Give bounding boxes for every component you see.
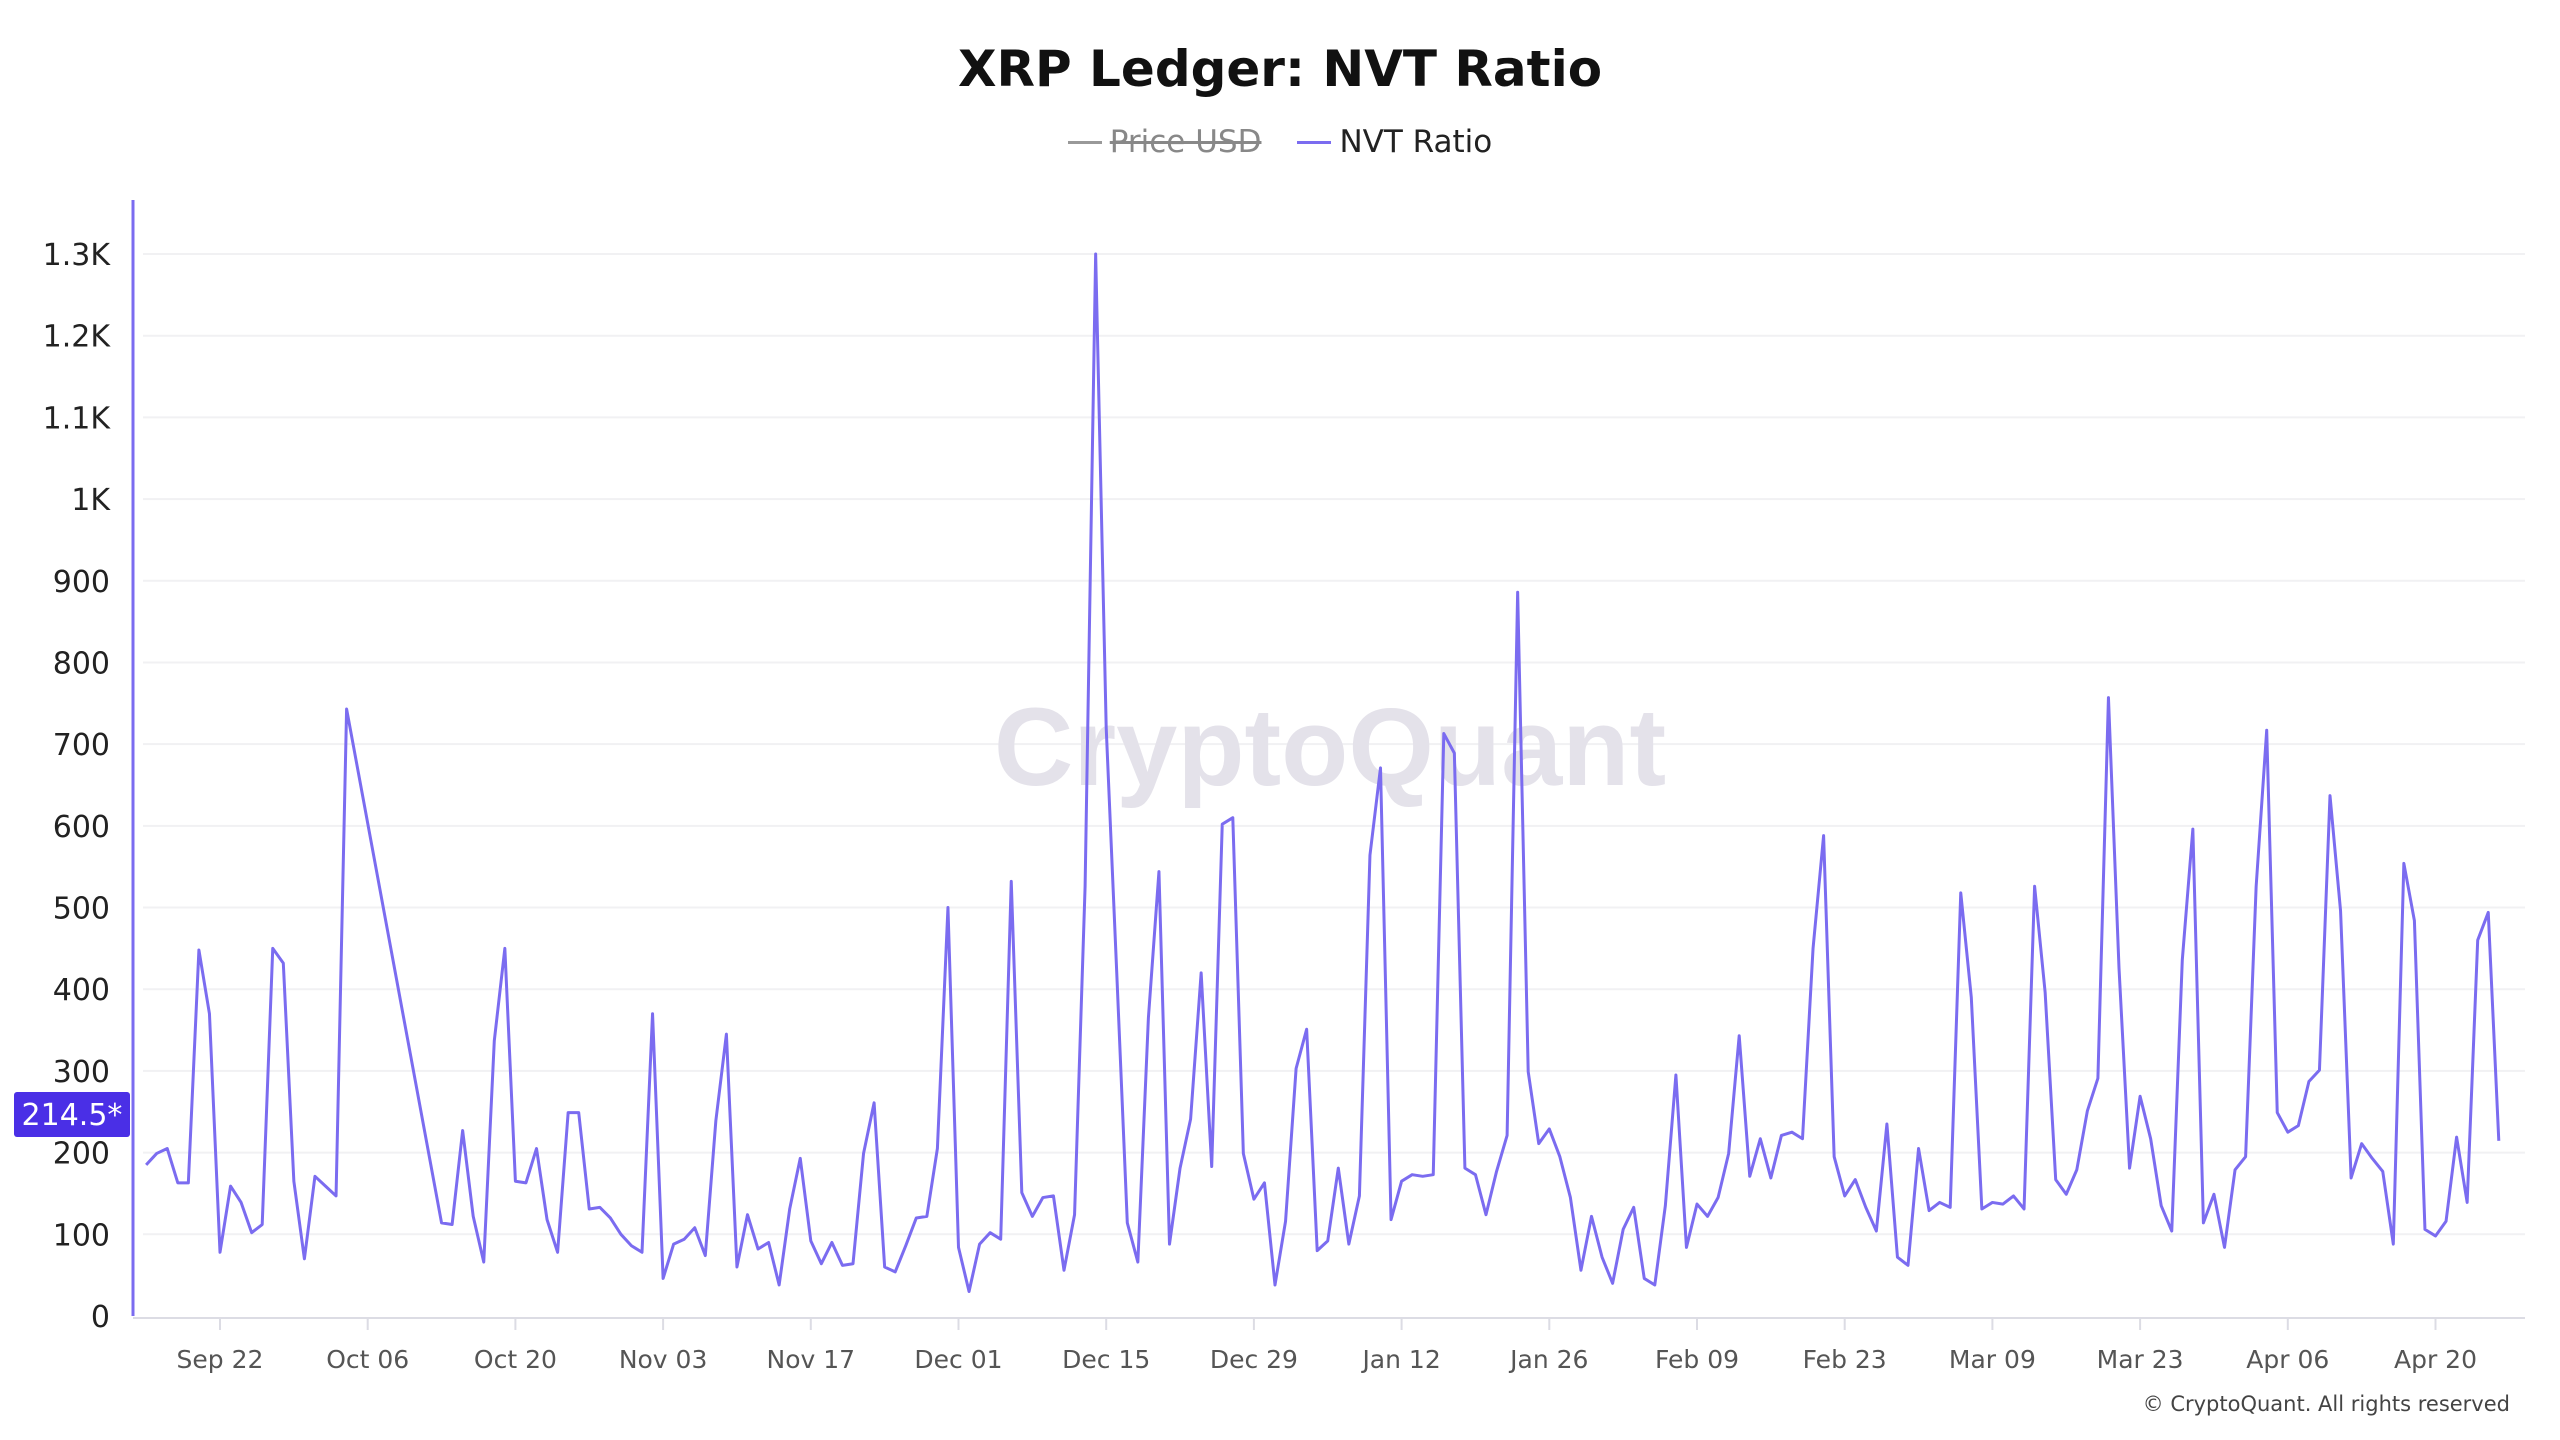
- y-tick-label: 1K: [71, 483, 111, 518]
- y-tick-label: 100: [53, 1218, 110, 1253]
- y-tick-label: 300: [53, 1055, 110, 1090]
- copyright: © CryptoQuant. All rights reserved: [2142, 1392, 2510, 1416]
- x-tick-label: Feb 09: [1655, 1345, 1739, 1374]
- chart-title: XRP Ledger: NVT Ratio: [957, 40, 1603, 98]
- legend-label-price-usd: Price USD: [1109, 124, 1262, 160]
- x-tick-label: Oct 20: [474, 1345, 557, 1374]
- x-tick-label: Mar 23: [2097, 1345, 2184, 1374]
- legend-swatch-price-usd: [1067, 140, 1102, 144]
- y-tick-label: 800: [53, 646, 110, 681]
- last-value-badge: 214.5*: [14, 1092, 130, 1137]
- watermark: CryptoQuant: [994, 686, 1666, 809]
- y-tick-label: 900: [53, 565, 110, 600]
- x-tick-label: Dec 01: [914, 1345, 1002, 1374]
- x-tick-label: Jan 26: [1508, 1345, 1588, 1374]
- legend-swatch-nvt-ratio: [1297, 140, 1332, 144]
- x-tick-label: Jan 12: [1360, 1345, 1440, 1374]
- x-tick-label: Mar 09: [1949, 1345, 2036, 1374]
- y-tick-label: 600: [53, 810, 110, 845]
- x-tick-label: Dec 29: [1210, 1345, 1298, 1374]
- y-tick-label: 1.3K: [43, 238, 112, 273]
- last-value-text: 214.5*: [22, 1098, 123, 1133]
- x-tick-label: Feb 23: [1803, 1345, 1887, 1374]
- y-tick-label: 700: [53, 728, 110, 763]
- y-tick-label: 500: [53, 892, 110, 927]
- y-tick-label: 0: [91, 1300, 110, 1335]
- x-tick-label: Nov 03: [619, 1345, 708, 1374]
- x-tick-label: Sep 22: [177, 1345, 264, 1374]
- x-tick-label: Nov 17: [767, 1345, 856, 1374]
- y-tick-label: 1.2K: [43, 320, 112, 355]
- y-tick-label: 400: [53, 973, 110, 1008]
- x-tick-label: Apr 06: [2246, 1345, 2329, 1374]
- legend: Price USD NVT Ratio: [0, 124, 2560, 160]
- legend-item-price-usd[interactable]: Price USD: [1067, 124, 1262, 160]
- legend-item-nvt-ratio[interactable]: NVT Ratio: [1297, 124, 1492, 160]
- x-tick-label: Dec 15: [1062, 1345, 1150, 1374]
- legend-label-nvt-ratio: NVT Ratio: [1339, 124, 1493, 160]
- y-tick-label: 1.1K: [43, 401, 112, 436]
- y-tick-label: 200: [53, 1137, 110, 1172]
- x-tick-label: Oct 06: [326, 1345, 409, 1374]
- series-line-nvt-ratio: [145, 252, 2501, 1293]
- x-tick-label: Apr 20: [2394, 1345, 2477, 1374]
